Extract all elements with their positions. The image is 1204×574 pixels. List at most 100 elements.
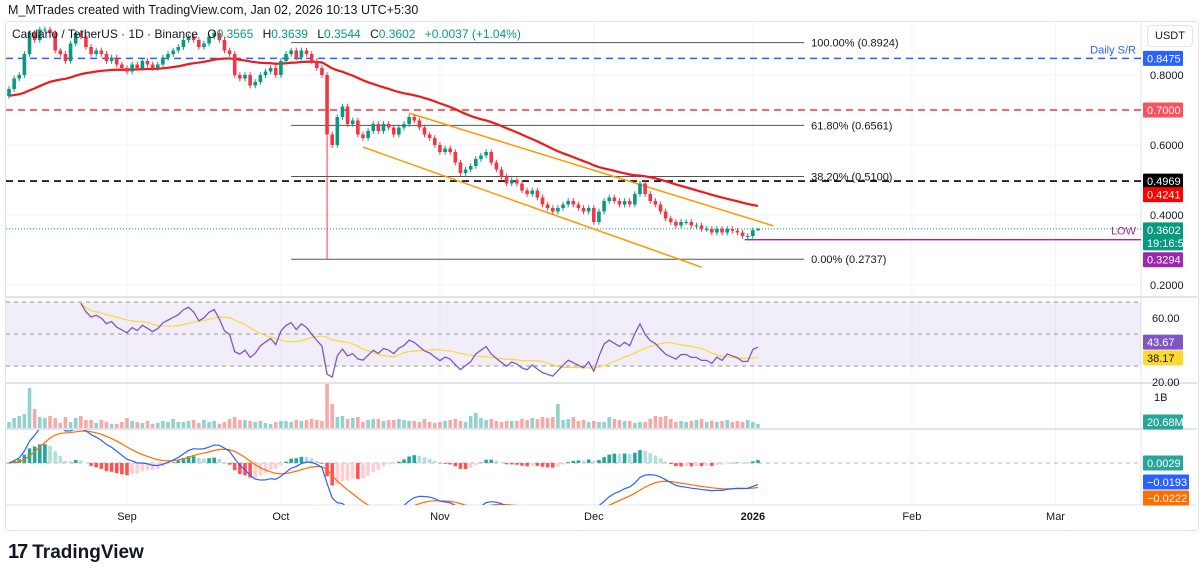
symbol-name[interactable]: Cardano / TetherUS · 1D · Binance [12,27,198,41]
volume-bar [509,421,514,428]
macd-histogram-bar [407,456,411,463]
macd-histogram-bar [715,463,719,465]
volume-bar [715,422,719,428]
candle-body [545,204,550,208]
volume-bar [330,404,334,428]
candle-body [468,166,473,170]
macd-histogram-bar [504,463,509,465]
candle-body [232,54,237,75]
macd-histogram-bar [730,462,735,464]
volume-bar [345,419,350,428]
macd-histogram-bar [253,463,258,478]
candle-body [304,50,309,54]
candle-body [576,204,581,208]
volume-bar [612,419,617,428]
macd-histogram-bar [340,463,345,482]
macd-histogram-bar [735,462,740,464]
candle-body [658,204,663,212]
volume-bar [43,418,47,428]
change-value: +0.0037 (+1.04%) [424,27,521,41]
macd-histogram-bar [556,463,560,467]
candle-body [607,197,612,201]
macd-histogram-bar [453,463,458,467]
rsi-ma-line [80,302,759,369]
volume-bar [550,417,555,428]
volume-bar [17,416,22,428]
macd-histogram-bar [315,460,319,463]
price-badge-label: 0.4969 [1147,176,1181,188]
macd-histogram-bar [443,463,447,464]
macd-histogram-bar [509,463,514,465]
volume-bar [402,420,406,428]
macd-histogram-bar [540,463,545,467]
volume-bar [504,421,509,428]
macd-histogram-bar [391,463,396,464]
volume-bar [386,420,391,428]
candle-body [689,222,694,226]
macd-histogram-bar [166,463,170,465]
macd-histogram-bar [279,463,283,466]
candle-body [94,50,99,54]
macd-histogram-bar [699,463,704,467]
volume-bar [212,421,216,428]
volume-bar [63,417,68,428]
price-badge-label: −0.0222 [1147,493,1187,505]
candle-body [417,120,422,128]
volume-bar [674,422,678,428]
high-label: H [262,27,272,41]
candle-body [68,43,73,61]
time-tick-label: 2026 [741,511,765,523]
volume-bar [653,416,658,428]
macd-histogram-bar [89,463,93,466]
candle-body [340,106,345,117]
candle-body [299,50,304,58]
volume-bar [356,417,360,428]
volume-bar [125,418,129,428]
macd-histogram-bar [150,463,155,471]
candle-body [186,36,191,40]
macd-histogram-bar [479,462,483,463]
channel-line [408,112,774,227]
macd-histogram-bar [130,463,134,475]
low-label: LOW [1111,226,1137,238]
candle-body [212,33,216,37]
price-badge-label: 43.67 [1147,337,1175,349]
macd-histogram-bar [438,463,442,464]
volume-bar [710,421,714,428]
candle-body [243,75,247,79]
macd-histogram-bar [622,453,627,463]
macd-histogram-bar [263,463,268,473]
candle-body [668,218,673,222]
volume-bar [607,417,612,428]
macd-histogram-bar [345,463,350,481]
macd-histogram-bar [653,455,658,463]
candle-body [494,162,499,170]
candle-body [566,201,570,205]
macd-signal-line [8,430,759,505]
macd-histogram-bar [350,463,355,479]
tradingview-logo-icon: 17 [8,541,28,563]
volume-bar [166,422,170,428]
volume-bar [161,421,165,428]
macd-histogram-bar [268,463,273,470]
candle-body [120,64,124,68]
candle-body [622,201,627,205]
volume-bar [602,422,606,428]
volume-bar [350,418,355,428]
tradingview-logo[interactable]: 17 TradingView [8,541,144,564]
macd-histogram-bar [94,463,99,468]
macd-histogram-bar [330,463,334,486]
candle-body [612,197,617,201]
volume-bar [361,422,365,428]
volume-bar [633,423,637,428]
volume-bar [238,420,242,428]
volume-bar [427,422,432,428]
candle-body [704,229,709,230]
volume-bar [294,420,299,428]
macd-histogram-bar [679,463,683,467]
volume-bar [704,422,709,428]
candle-body [32,33,37,40]
volume-bar [422,419,427,428]
currency-button[interactable]: USDT [1147,25,1193,47]
